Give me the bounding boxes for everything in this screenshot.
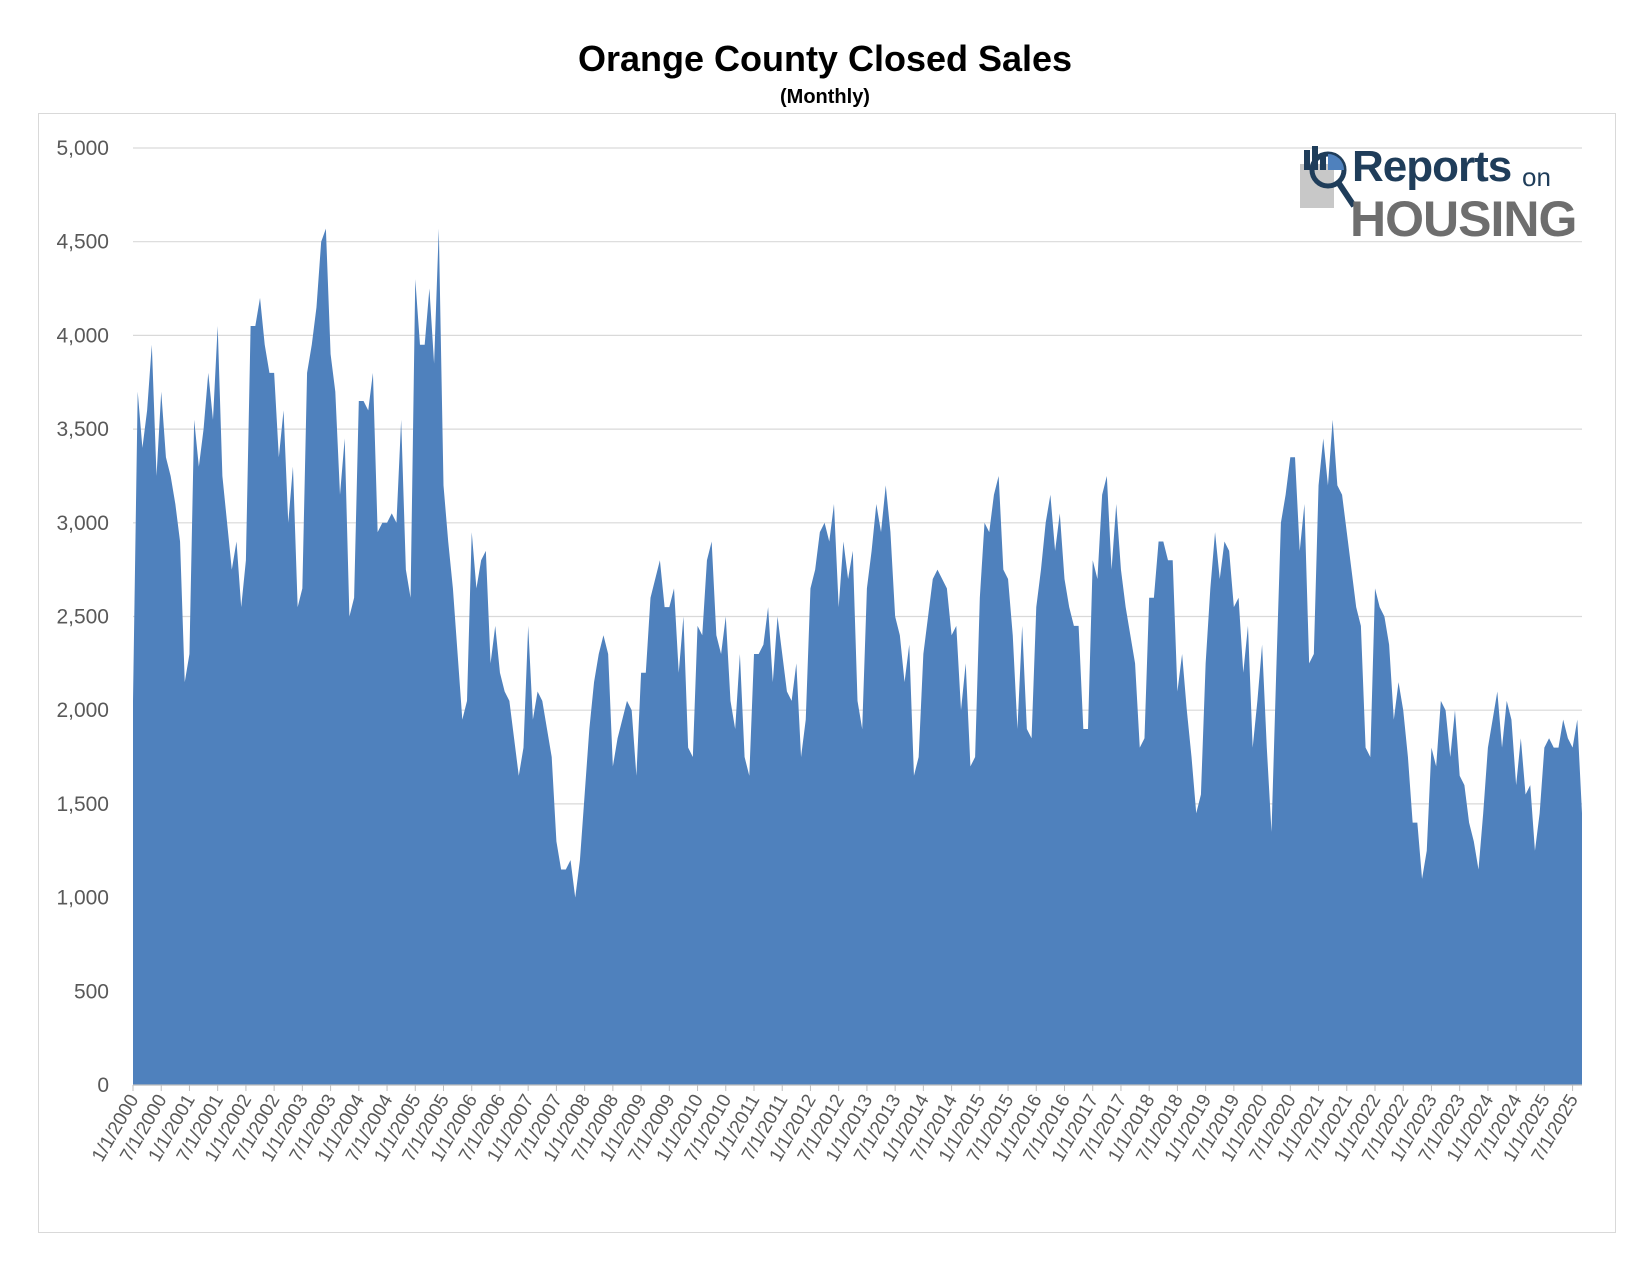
x-axis-ticks: 1/1/20007/1/20001/1/20017/1/20011/1/2002… — [88, 1085, 1583, 1166]
reports-on-housing-logo: Reports on HOUSING — [1300, 142, 1580, 247]
y-tick-label: 1,500 — [56, 793, 109, 816]
closed-sales-area — [133, 228, 1582, 1085]
y-tick-label: 5,000 — [56, 137, 109, 160]
logo-on-text: on — [1522, 162, 1551, 192]
plot-frame — [38, 113, 1616, 1233]
chart-title: Orange County Closed Sales — [577, 38, 1073, 79]
y-axis-ticks: 5,000 4,500 4,000 3,500 3,000 2,500 2,000 1,500… — [56, 137, 109, 1097]
y-tick-label: 500 — [74, 980, 109, 1003]
y-tick-label: 3,500 — [56, 418, 109, 441]
y-tick-label: 1,000 — [56, 887, 109, 910]
y-tick-label: 3,000 — [56, 512, 109, 535]
chart-subtitle: (Monthly) — [780, 86, 870, 108]
y-tick-label: 2,500 — [56, 606, 109, 629]
logo-magnifier-icon — [1300, 146, 1357, 208]
area-series — [133, 228, 1582, 1086]
y-tick-label: 2,000 — [56, 699, 109, 722]
y-tick-label: 4,000 — [56, 324, 109, 347]
y-tick-label: 4,500 — [56, 231, 109, 254]
logo-housing-text: HOUSING — [1350, 191, 1577, 247]
y-tick-label: 0 — [97, 1074, 109, 1097]
logo-reports-text: Reports — [1352, 142, 1512, 191]
